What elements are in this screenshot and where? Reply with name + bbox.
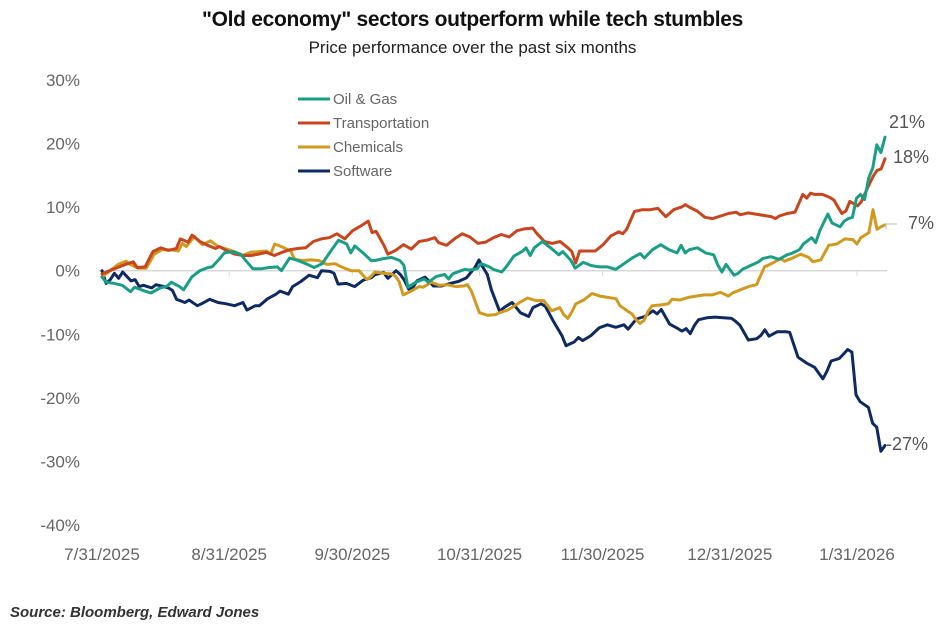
chart-subtitle: Price performance over the past six mont… xyxy=(308,38,637,57)
end-label-transportation: 18% xyxy=(893,147,929,167)
series-line-chemicals xyxy=(100,208,887,325)
legend: Oil & Gas Transportation Chemicals Software xyxy=(298,91,429,180)
series-line-software xyxy=(100,258,887,453)
x-tick-label: 10/31/2025 xyxy=(437,545,522,564)
y-tick-label: -30% xyxy=(40,452,80,471)
y-tick-label: 10% xyxy=(46,198,80,217)
x-tick-label: 12/31/2025 xyxy=(687,545,772,564)
series-line-oil-gas xyxy=(100,135,887,295)
legend-label: Oil & Gas xyxy=(333,91,397,108)
y-tick-label: -20% xyxy=(40,389,80,408)
end-label-chemicals: 7% xyxy=(908,213,934,233)
y-tick-label: -40% xyxy=(40,516,80,535)
chart-title: "Old economy" sectors outperform while t… xyxy=(201,8,744,31)
end-labels: 21% 18% 7% -27% xyxy=(885,112,934,454)
label-leader-line xyxy=(885,223,897,229)
y-tick-label: 0% xyxy=(55,262,80,281)
y-tick-label: 20% xyxy=(46,135,80,154)
x-tick-label: 8/31/2025 xyxy=(191,545,267,564)
legend-label: Chemicals xyxy=(333,139,403,156)
legend-label: Transportation xyxy=(333,115,429,132)
y-tick-label: 30% xyxy=(46,71,80,90)
legend-label: Software xyxy=(333,163,392,180)
x-tick-label: 7/31/2025 xyxy=(64,545,140,564)
end-label-software: -27% xyxy=(886,434,928,454)
source-note: Source: Bloomberg, Edward Jones xyxy=(10,604,260,621)
x-axis: 7/31/2025 8/31/2025 9/30/2025 10/31/2025 11/… xyxy=(64,545,895,564)
y-tick-label: -10% xyxy=(40,325,80,344)
end-label-oil-gas: 21% xyxy=(889,112,925,132)
x-tick-label: 11/30/2025 xyxy=(561,545,645,564)
zero-line xyxy=(98,269,887,276)
series-lines xyxy=(100,135,887,453)
x-tick-label: 9/30/2025 xyxy=(314,545,390,564)
x-tick-label: 1/31/2026 xyxy=(819,545,895,564)
y-axis: 30% 20% 10% 0% -10% -20% -30% -40% xyxy=(40,71,80,535)
